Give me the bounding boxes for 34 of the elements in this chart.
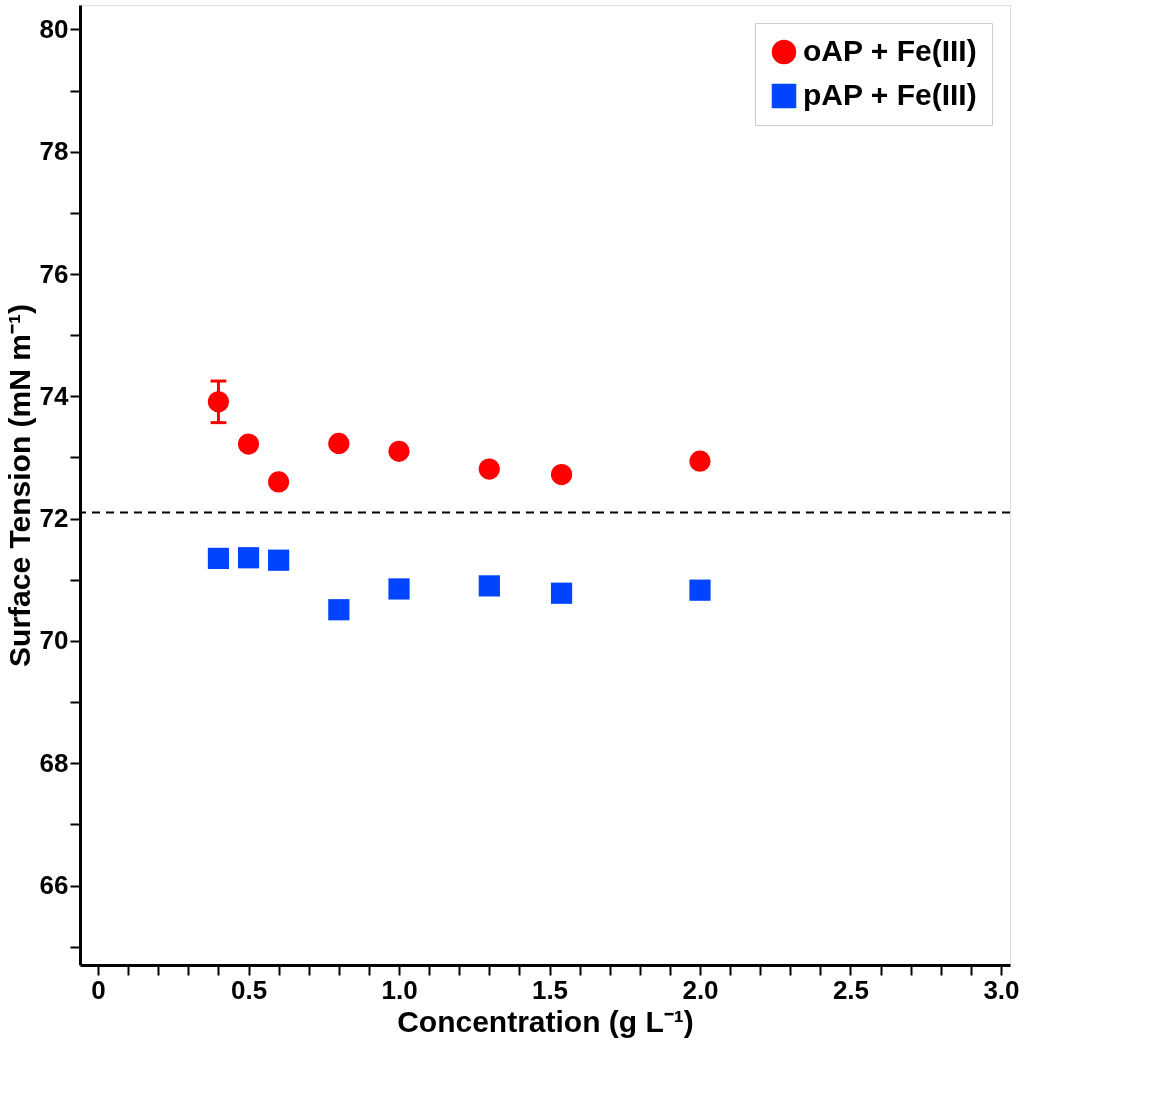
y-tick-label: 68 <box>39 747 69 778</box>
y-tick-label: 74 <box>39 380 70 411</box>
point <box>237 547 260 569</box>
point <box>388 578 410 600</box>
point <box>689 450 711 472</box>
x-tick-label: 1.5 <box>531 974 569 1005</box>
point <box>478 575 500 597</box>
point <box>689 579 711 601</box>
point <box>550 582 573 604</box>
y-tick-label: 70 <box>39 625 69 656</box>
y-tick-label: 78 <box>39 136 69 167</box>
point <box>550 464 573 486</box>
point <box>268 471 290 493</box>
y-tick-label: 66 <box>39 870 69 901</box>
y-tick-label: 72 <box>39 503 69 534</box>
point <box>268 549 290 571</box>
x-tick-label: 0.5 <box>230 974 268 1005</box>
point <box>388 440 410 462</box>
y-axis-title: Surface Tension (mN m⁻¹) <box>2 304 36 667</box>
x-tick-label: 2.0 <box>682 974 719 1005</box>
point <box>478 458 500 480</box>
x-tick-label: 2.5 <box>832 974 870 1005</box>
legend-label: oAP + Fe(III) <box>803 34 977 67</box>
x-tick-label: 0 <box>91 974 106 1005</box>
point <box>328 599 350 621</box>
y-tick-label: 80 <box>39 13 69 44</box>
x-tick-label: 3.0 <box>983 974 1020 1005</box>
point <box>237 433 260 455</box>
y-tick-label: 76 <box>39 258 69 289</box>
point <box>207 547 230 569</box>
point <box>328 432 350 455</box>
x-tick-label: 1.0 <box>381 974 418 1005</box>
legend-label: pAP + Fe(III) <box>803 78 977 111</box>
x-axis-title: Concentration (g L⁻¹) <box>397 1004 694 1038</box>
